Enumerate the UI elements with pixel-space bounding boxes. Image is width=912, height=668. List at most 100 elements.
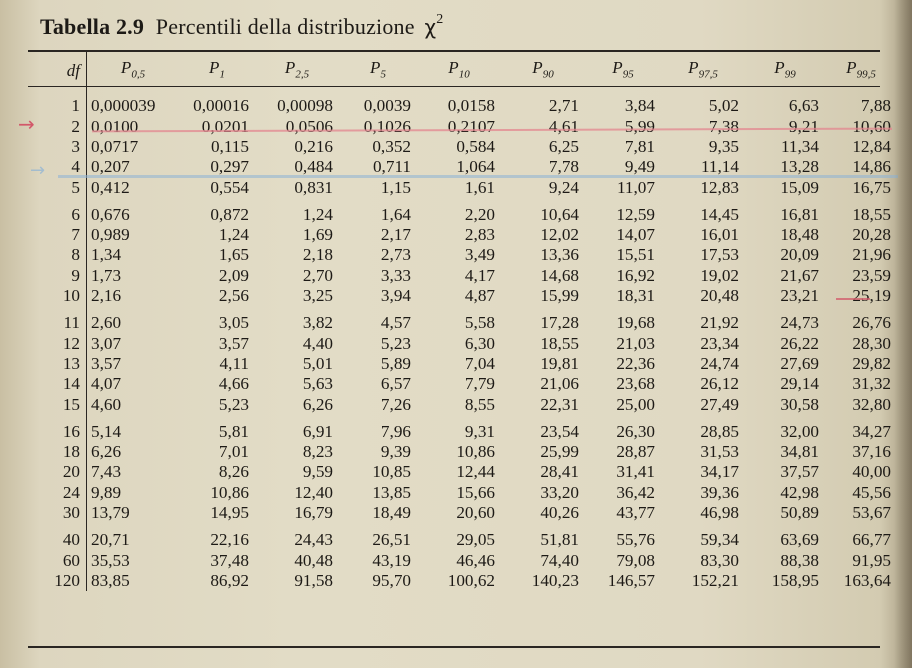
value-cell: 5,63 [302,374,333,394]
df-cell: 1 [28,92,87,117]
value-cell: 43,77 [616,503,655,523]
value-cell: 63,69 [780,530,819,550]
value-cell: 10,86 [210,482,249,502]
value-cell: 0,115 [210,136,249,156]
value-cell: 4,57 [380,313,411,333]
value-cell: 34,81 [780,442,819,462]
column-header-symbol: P [612,58,623,77]
df-cell: 16 [28,414,87,443]
df-cell: 9 [28,265,87,287]
value-cell: 16,81 [780,204,819,224]
value-cell: 66,77 [852,530,891,550]
value-cell: 18,55 [852,204,891,224]
value-cell: 28,30 [852,333,891,353]
table-row: 10 2,16 2,56 3,25 3,94 4,87 15,99 18,31 20,48 23,… [28,286,897,307]
value-cell: 46,98 [700,503,739,523]
column-header-subscript: 97,5 [698,68,718,81]
table-row: 7 0,989 1,24 1,69 2,17 2,83 12,02 14,07 16,01 18,… [28,225,897,246]
value-cell: 5,02 [708,96,739,116]
value-cell: 17,53 [700,245,739,265]
value-cell: 34,27 [852,421,891,441]
value-cell: 24,43 [294,530,333,550]
value-cell: 6,91 [302,421,333,441]
value-cell: 1,69 [302,225,333,245]
df-cell: 11 [28,306,87,334]
value-cell: 0,584 [456,136,495,156]
value-cell: 6,26 [302,394,333,414]
column-header-subscript: 0,5 [131,68,146,81]
table-row: 3 0,0717 0,115 0,216 0,352 0,584 6,25 7,81 9,35 1… [28,136,897,158]
value-cell: 9,49 [624,157,655,177]
value-cell: 22,16 [210,530,249,550]
value-cell: 7,04 [464,353,495,373]
value-cell: 5,89 [380,353,411,373]
value-cell: 2,83 [464,225,495,245]
value-cell: 0,676 [91,204,130,224]
value-cell: 9,35 [708,136,739,156]
value-cell: 0,00016 [193,96,249,116]
value-cell: 29,82 [852,353,891,373]
column-header-subscript: 99 [784,68,796,81]
value-cell: 28,41 [540,462,579,482]
value-cell: 1,61 [464,177,495,197]
value-cell: 1,15 [380,177,411,197]
value-cell: 0,0201 [201,116,249,136]
value-cell: 25,00 [616,394,655,414]
column-header-symbol: P [846,58,857,77]
bottom-rule [28,646,880,648]
value-cell: 22,31 [540,394,579,414]
caption-text: Percentili della distribuzione [155,14,415,39]
value-cell: 21,06 [540,374,579,394]
value-cell: 3,07 [91,333,122,353]
value-cell: 0,1026 [363,116,411,136]
value-cell: 7,79 [464,374,495,394]
df-cell: 6 [28,197,87,226]
column-header-subscript: 2,5 [295,68,310,81]
blue-arrow-mark: → [30,160,46,181]
value-cell: 16,75 [852,177,891,197]
value-cell: 29,14 [780,374,819,394]
column-header-subscript: 99,5 [856,68,876,81]
value-cell: 6,63 [788,96,819,116]
value-cell: 13,28 [780,157,819,177]
value-cell: 15,99 [540,286,579,306]
df-cell: 2 [28,116,87,137]
value-cell: 2,20 [464,204,495,224]
value-cell: 18,49 [372,503,411,523]
value-cell: 11,34 [780,136,819,156]
value-cell: 4,87 [464,286,495,306]
value-cell: 4,40 [302,333,333,353]
value-cell: 1,064 [456,157,495,177]
value-cell: 2,71 [548,96,579,116]
value-cell: 3,49 [464,245,495,265]
value-cell: 6,26 [91,442,122,462]
df-cell: 120 [28,570,87,592]
value-cell: 16,79 [294,503,333,523]
table-row: 24 9,89 10,86 12,40 13,85 15,66 33,20 36,42 39,3… [28,482,897,504]
value-cell: 4,61 [548,116,579,136]
value-cell: 19,81 [540,353,579,373]
value-cell: 55,76 [616,530,655,550]
table-row: 13 3,57 4,11 5,01 5,89 7,04 19,81 22,36 24,74 27,… [28,353,897,375]
value-cell: 31,41 [616,462,655,482]
value-cell: 37,57 [780,462,819,482]
value-cell: 158,95 [771,570,819,590]
value-cell: 51,81 [540,530,579,550]
value-cell: 8,55 [464,394,495,414]
value-cell: 10,60 [852,116,891,136]
table-row: 20 7,43 8,26 9,59 10,85 12,44 28,41 31,41 34,17 3… [28,462,897,483]
value-cell: 19,02 [700,265,739,285]
value-cell: 29,05 [456,530,495,550]
df-header: df [28,50,87,93]
value-cell: 8,23 [302,442,333,462]
value-cell: 10,64 [540,204,579,224]
value-cell: 23,68 [616,374,655,394]
df-cell: 3 [28,136,87,158]
value-cell: 9,89 [91,482,122,502]
value-cell: 0,0100 [91,116,139,136]
value-cell: 14,86 [852,157,891,177]
column-header: P0,5 [87,50,180,92]
value-cell: 18,31 [616,286,655,306]
value-cell: 7,96 [380,421,411,441]
value-cell: 40,48 [294,550,333,570]
